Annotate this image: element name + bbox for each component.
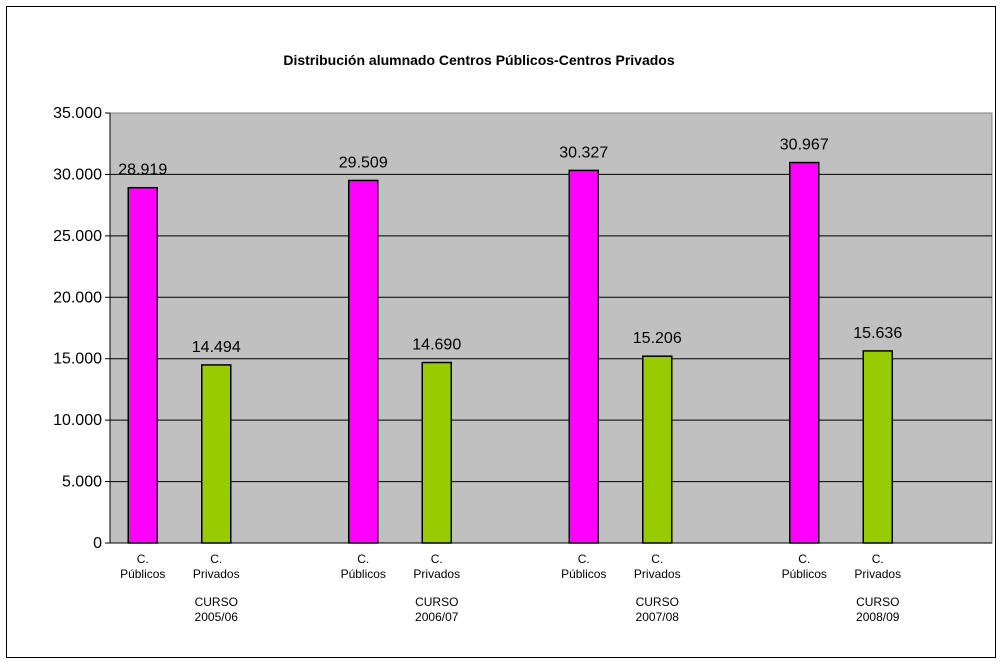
category-label-line2: Privados [634,567,681,581]
y-tick-label: 35.000 [53,105,102,122]
chart-title: Distribución alumnado Centros Públicos-C… [283,52,674,68]
y-tick-label: 10.000 [53,412,102,429]
bar-privados [421,361,452,544]
plot-area [109,112,993,544]
category-label-line2: Privados [413,567,460,581]
category-label-line2: Públicos [561,567,606,581]
y-tick-label: 20.000 [53,289,102,306]
category-label-line1: C. [578,552,590,566]
bar-privados [201,364,232,544]
bars [127,161,893,544]
category-label-line1: C. [431,552,443,566]
data-label: 14.690 [412,337,461,354]
y-tick-label: 15.000 [53,351,102,368]
data-label: 30.327 [559,144,608,161]
category-label-line1: C. [357,552,369,566]
y-tick-label: 30.000 [53,166,102,183]
category-label-line2: Públicos [120,567,165,581]
chart-frame: Distribución alumnado Centros Públicos-C… [6,6,996,658]
group-label-line1: CURSO [415,595,458,609]
y-tick-label: 5.000 [62,474,102,491]
data-label: 28.919 [118,162,167,179]
group-label-line2: 2007/08 [636,610,680,624]
bar-chart: Distribución alumnado Centros Públicos-C… [53,52,993,624]
bar-publicos [568,169,599,544]
category-label-line1: C. [798,552,810,566]
axes: 0 5.000 10.000 15.000 20.000 25.000 30.000 35.0… [53,105,992,552]
data-label: 15.206 [633,330,682,347]
group-label-line1: CURSO [636,595,679,609]
data-label: 29.509 [339,154,388,171]
group-label-line2: 2006/07 [415,610,459,624]
labels: 28.919C.Públicos14.494C.PrivadosCURSO200… [118,137,902,624]
category-label-line1: C. [872,552,884,566]
data-label: 15.636 [853,325,902,342]
y-tick-label: 0 [93,535,102,552]
category-label-line2: Públicos [782,567,827,581]
group-label-line1: CURSO [195,595,238,609]
bar-publicos [789,161,820,544]
bar-publicos [127,186,158,544]
category-label-line1: C. [210,552,222,566]
category-label-line2: Privados [193,567,240,581]
grid-lines [110,173,992,483]
category-label-line2: Privados [854,567,901,581]
data-label: 30.967 [780,137,829,154]
category-label-line1: C. [137,552,149,566]
bar-privados [642,355,673,544]
group-label-line2: 2008/09 [856,610,900,624]
group-label-line1: CURSO [856,595,899,609]
data-label: 14.494 [192,339,241,356]
category-label-line1: C. [651,552,663,566]
y-tick-label: 25.000 [53,228,102,245]
group-label-line2: 2005/06 [195,610,239,624]
bar-publicos [348,179,379,544]
bar-privados [862,350,893,544]
category-label-line2: Públicos [341,567,386,581]
